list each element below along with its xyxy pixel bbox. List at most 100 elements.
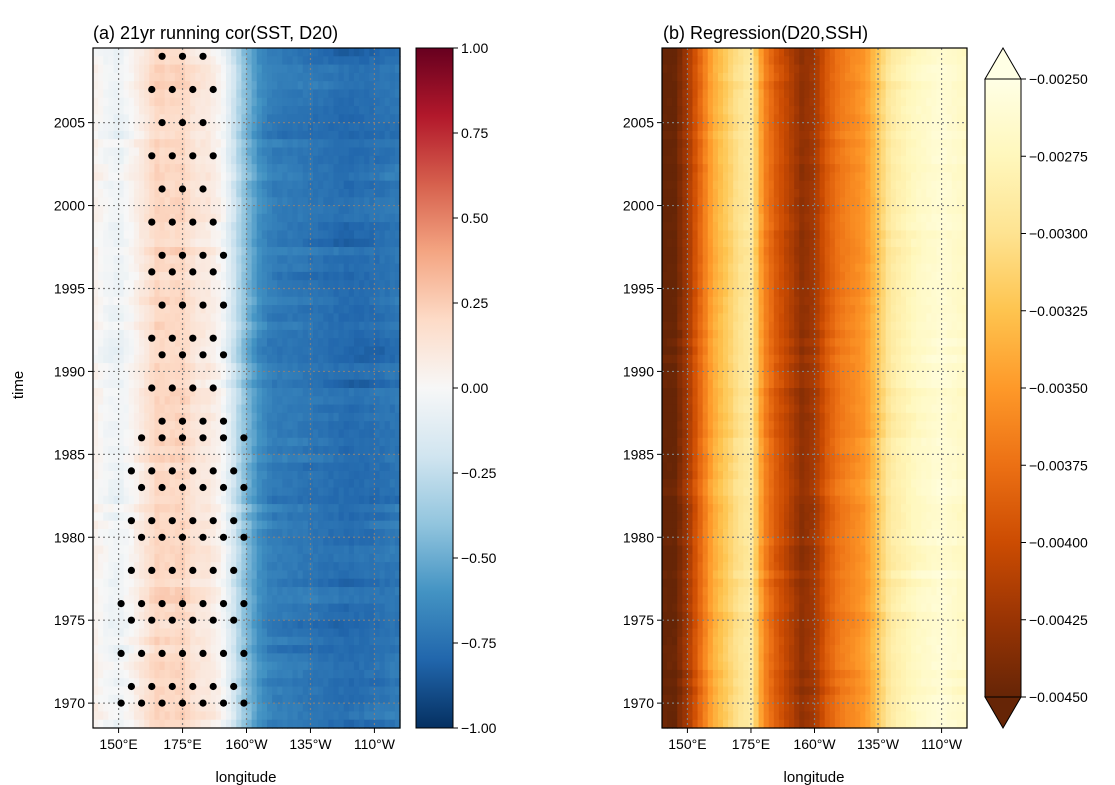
panel-a-heatmap-cell bbox=[261, 495, 268, 505]
panel-a-heatmap-cell bbox=[103, 512, 109, 522]
panel-a-heatmap-cell bbox=[200, 172, 207, 182]
panel-a-heatmap-cell bbox=[302, 64, 309, 74]
panel-a-heatmap-cell bbox=[246, 139, 253, 149]
panel-a-heatmap-cell bbox=[328, 139, 335, 149]
panel-a-heatmap-cell bbox=[333, 437, 340, 447]
panel-a-heatmap-cell bbox=[302, 694, 309, 704]
panel-a-heatmap-cell bbox=[343, 578, 350, 588]
panel-a-heatmap-cell bbox=[343, 363, 350, 373]
panel-a-heatmap-cell bbox=[215, 164, 222, 173]
panel-a-heatmap-cell bbox=[246, 528, 253, 538]
panel-a-heatmap-cell bbox=[210, 562, 217, 572]
panel-a-heatmap-cell bbox=[256, 296, 263, 306]
panel-a-heatmap-cell bbox=[338, 379, 345, 389]
panel-a-heatmap-cell bbox=[287, 669, 294, 679]
panel-a-heatmap-cell bbox=[164, 636, 171, 646]
panel-a-heatmap-cell bbox=[205, 388, 212, 397]
panel-a-heatmap-cell bbox=[343, 653, 350, 663]
panel-a-heatmap-cell bbox=[128, 180, 135, 190]
panel-a-heatmap-cell bbox=[185, 437, 191, 447]
panel-a-heatmap-cell bbox=[123, 346, 130, 356]
panel-a-heatmap-cell bbox=[307, 338, 314, 348]
panel-a-heatmap-cell bbox=[353, 338, 360, 348]
panel-a-heatmap-cell bbox=[98, 164, 104, 173]
panel-a-heatmap-cell bbox=[323, 122, 329, 132]
panel-a-heatmap-cell bbox=[149, 562, 155, 572]
panel-a-heatmap-cell bbox=[369, 155, 376, 165]
panel-a-heatmap-cell bbox=[139, 56, 145, 66]
panel-a-heatmap-cell bbox=[359, 446, 365, 455]
panel-a-heatmap-cell bbox=[128, 412, 135, 422]
panel-a-heatmap-cell bbox=[318, 89, 324, 99]
panel-a-heatmap-cell bbox=[220, 346, 227, 356]
panel-a-heatmap-cell bbox=[215, 528, 222, 538]
panel-a-heatmap-cell bbox=[144, 139, 150, 149]
panel-a-heatmap-cell bbox=[195, 587, 202, 596]
panel-a-heatmap-cell bbox=[353, 238, 360, 248]
panel-a-heatmap-cell bbox=[333, 528, 340, 538]
panel-a-heatmap-cell bbox=[353, 72, 360, 82]
panel-a-heatmap-cell bbox=[118, 106, 125, 115]
panel-a-heatmap-cell bbox=[384, 130, 391, 140]
panel-a-heatmap-cell bbox=[282, 603, 289, 613]
panel-a-heatmap-cell bbox=[318, 354, 324, 364]
panel-a-heatmap-cell bbox=[287, 379, 294, 389]
panel-a-heatmap-cell bbox=[328, 354, 335, 364]
panel-a-heatmap-cell bbox=[297, 106, 304, 115]
panel-a-heatmap-cell bbox=[251, 247, 258, 256]
panel-a-heatmap-cell bbox=[364, 147, 370, 157]
panel-a-heatmap-cell bbox=[98, 363, 104, 373]
panel-a-heatmap-cell bbox=[323, 188, 329, 198]
panel-a-heatmap-cell bbox=[200, 645, 207, 654]
panel-a-heatmap-cell bbox=[313, 180, 319, 190]
panel-a-heatmap-cell bbox=[139, 512, 145, 522]
panel-a-heatmap-cell bbox=[190, 512, 196, 522]
panel-a-heatmap-cell bbox=[318, 686, 324, 696]
panel-a-heatmap-cell bbox=[323, 595, 329, 605]
panel-a-heatmap-cell bbox=[241, 114, 248, 124]
panel-a-heatmap-cell bbox=[139, 412, 145, 422]
panel-a-heatmap-cell bbox=[343, 288, 350, 298]
panel-a-heatmap-cell bbox=[190, 197, 196, 207]
panel-a-heatmap-cell bbox=[297, 429, 304, 439]
panel-a-heatmap-cell bbox=[220, 122, 227, 132]
panel-a-heatmap-cell bbox=[133, 363, 140, 373]
panel-a-heatmap-cell bbox=[313, 313, 319, 323]
panel-a-heatmap-cell bbox=[139, 321, 145, 331]
panel-a-heatmap-cell bbox=[144, 470, 150, 480]
panel-a-heatmap-cell bbox=[169, 122, 176, 132]
panel-a-heatmap-cell bbox=[190, 321, 196, 331]
panel-a-heatmap-cell bbox=[128, 653, 135, 663]
panel-a-heatmap-cell bbox=[215, 446, 222, 455]
significance-dot bbox=[178, 351, 187, 359]
panel-a-heatmap-cell bbox=[190, 56, 196, 66]
panel-a-heatmap-cell bbox=[149, 404, 155, 414]
panel-a-heatmap-cell bbox=[215, 512, 222, 522]
panel-a-heatmap-cell bbox=[307, 562, 314, 572]
panel-a-heatmap-cell bbox=[123, 595, 130, 605]
panel-a-heatmap-cell bbox=[139, 247, 145, 256]
panel-a-heatmap-cell bbox=[133, 64, 140, 74]
panel-a-heatmap-cell bbox=[323, 338, 329, 348]
panel-a-heatmap-cell bbox=[353, 388, 360, 397]
panel-a-heatmap-cell bbox=[231, 155, 237, 165]
panel-a-heatmap-cell bbox=[287, 288, 294, 298]
significance-dot bbox=[209, 467, 217, 475]
panel-a-heatmap-cell bbox=[118, 130, 125, 140]
panel-a-heatmap-cell bbox=[318, 388, 324, 397]
panel-a-heatmap-cell bbox=[384, 139, 391, 149]
panel-a-heatmap-cell bbox=[123, 545, 130, 555]
panel-a-heatmap-cell bbox=[297, 238, 304, 248]
panel-a-heatmap-cell bbox=[98, 388, 104, 397]
panel-a-heatmap-cell bbox=[200, 628, 207, 638]
panel-a-heatmap-cell bbox=[118, 280, 125, 290]
panel-a-heatmap-cell bbox=[108, 694, 115, 704]
panel-a-heatmap-cell bbox=[241, 130, 248, 140]
panel-a-heatmap-cell bbox=[169, 487, 176, 497]
panel-a-heatmap-cell bbox=[174, 271, 181, 281]
panel-a-heatmap-cell bbox=[302, 280, 309, 290]
panel-a-heatmap-cell bbox=[389, 296, 396, 306]
panel-a-heatmap-cell bbox=[348, 155, 355, 165]
panel-a-heatmap-cell bbox=[374, 197, 381, 207]
panel-a-heatmap-cell bbox=[272, 669, 278, 679]
